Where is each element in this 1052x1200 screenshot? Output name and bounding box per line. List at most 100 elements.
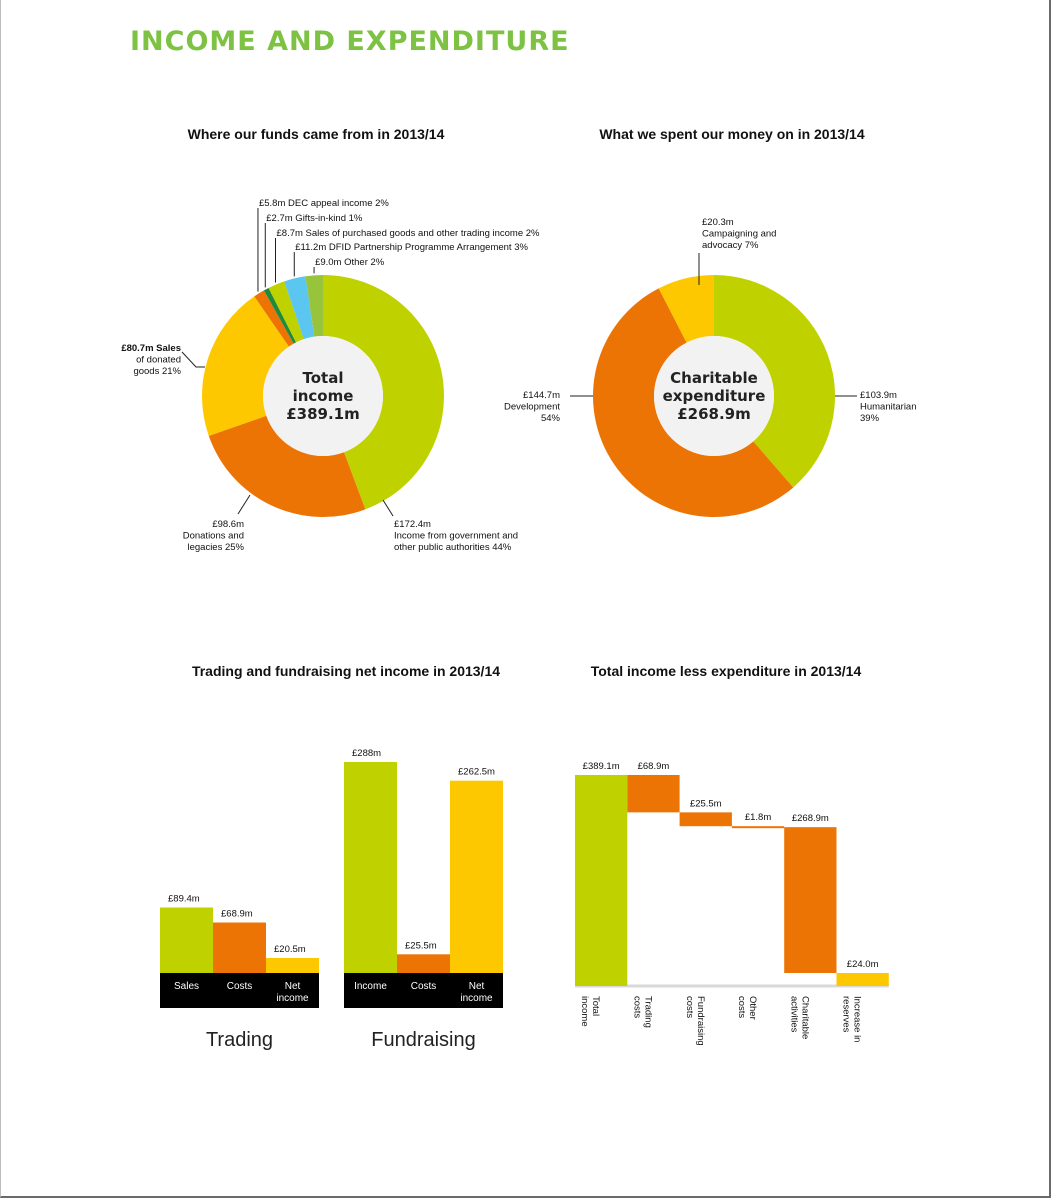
bar-value-label: £20.5m	[274, 944, 306, 955]
slice-label: other public authorities 44%	[394, 542, 512, 553]
tick-label: Other	[747, 996, 758, 1020]
axis-band	[160, 973, 319, 1008]
tick-label: activities	[788, 996, 799, 1033]
bar-value-label: £68.9m	[638, 761, 670, 772]
bar-value-label: £262.5m	[458, 767, 495, 778]
tick-label: Sales	[174, 981, 199, 992]
chart-title: Where our funds came from in 2013/14	[188, 126, 445, 142]
bar-value-label: £389.1m	[583, 761, 620, 772]
leader-line	[382, 499, 394, 517]
slice-label: Development	[504, 402, 560, 413]
center-label: income	[293, 387, 354, 405]
slice-label: £11.2m DFID Partnership Programme Arrang…	[295, 242, 528, 253]
pie-slice	[254, 290, 294, 347]
pie-slice	[284, 276, 315, 340]
tick-label: Income	[354, 981, 387, 992]
pie-slice	[714, 275, 835, 488]
tick-label: Fundraising	[695, 996, 706, 1046]
pie-slice	[268, 281, 304, 343]
tick-label: Charitable	[799, 996, 810, 1039]
chart-title: What we spent our money on in 2013/14	[599, 126, 864, 142]
tick-label: reserves	[841, 996, 852, 1033]
group-label: Trading	[206, 1029, 273, 1051]
tick-label: income	[276, 993, 309, 1004]
bar-value-label: £288m	[352, 748, 381, 759]
slice-label: £144.7m	[523, 390, 560, 401]
slice-label: of donated	[136, 355, 181, 366]
bar-value-label: £24.0m	[847, 959, 879, 970]
slice-label: Humanitarian	[860, 402, 917, 413]
bar	[397, 954, 450, 973]
slice-label: goods 21%	[133, 366, 181, 377]
slice-label: legacies 25%	[187, 542, 244, 553]
tick-label: Increase in	[852, 996, 863, 1042]
slice-label: £20.3m	[702, 217, 734, 228]
slice-label: advocacy 7%	[702, 240, 759, 251]
slice-label: £103.9m	[860, 390, 897, 401]
axis-band	[344, 973, 503, 1008]
bar-value-label: £89.4m	[168, 894, 200, 905]
bar-value-label: £268.9m	[792, 813, 829, 824]
pie-slice	[202, 296, 289, 436]
slice-label: Campaigning and	[702, 229, 776, 240]
slice-label: £8.7m Sales of purchased goods and other…	[277, 228, 541, 239]
tick-label: income	[460, 993, 493, 1004]
waterfall-bar	[731, 826, 785, 829]
slice-label: 39%	[860, 413, 880, 424]
page-title: INCOME AND EXPENDITURE	[130, 26, 570, 57]
slice-label: £172.4m	[394, 519, 431, 530]
slice-label: Donations and	[183, 531, 244, 542]
pie-slice	[323, 275, 444, 510]
tick-label: costs	[631, 996, 642, 1018]
waterfall-bar	[575, 775, 628, 986]
bar-value-label: £25.5m	[405, 940, 437, 951]
tick-label: costs	[736, 996, 747, 1018]
bar	[213, 922, 266, 973]
waterfall-bar	[679, 812, 732, 827]
tick-label: costs	[684, 996, 695, 1018]
slice-label: £5.8m DEC appeal income 2%	[259, 198, 389, 209]
chart-title: Trading and fundraising net income in 20…	[192, 663, 500, 679]
chart-title: Total income less expenditure in 2013/14	[591, 663, 862, 679]
slice-label: 54%	[541, 413, 561, 424]
group-label: Fundraising	[371, 1029, 476, 1051]
center-label: Charitable	[670, 369, 758, 387]
bar	[450, 780, 503, 973]
bar	[266, 957, 319, 973]
pie-slice	[592, 288, 794, 517]
slice-label: £80.7m Sales	[121, 343, 181, 354]
donut-center	[654, 336, 774, 456]
leader-line	[181, 351, 205, 368]
bar-value-label: £1.8m	[745, 812, 771, 823]
bar	[344, 762, 397, 973]
center-label: expenditure	[663, 387, 766, 405]
tick-label: Costs	[411, 981, 437, 992]
slice-label: £9.0m Other 2%	[315, 257, 385, 268]
slice-label: Income from government and	[394, 531, 518, 542]
slice-label: £2.7m Gifts-in-kind 1%	[266, 213, 363, 224]
pie-slice	[263, 287, 297, 344]
pie-slice	[658, 275, 714, 343]
tick-label: income	[579, 996, 590, 1027]
leader-line	[237, 494, 251, 515]
waterfall-bar	[627, 775, 680, 813]
pie-slice	[305, 275, 323, 337]
tick-label: Total	[590, 996, 601, 1016]
bar	[160, 907, 213, 973]
tick-label: Trading	[642, 996, 653, 1028]
pie-slice	[208, 415, 366, 517]
bar-value-label: £68.9m	[221, 909, 253, 920]
tick-label: Costs	[227, 981, 253, 992]
center-label: Total	[303, 369, 344, 387]
donut-center	[263, 336, 383, 456]
waterfall-bar	[836, 972, 889, 986]
tick-label: Net	[285, 981, 301, 992]
